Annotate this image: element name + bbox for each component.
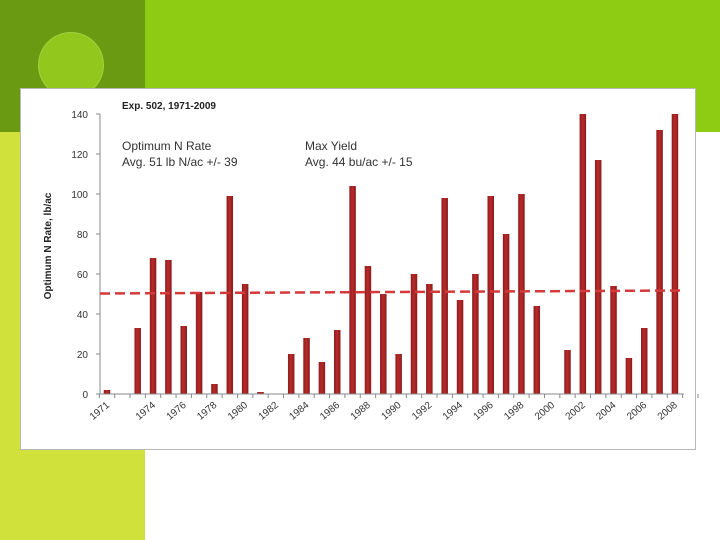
bar-1994 (456, 300, 464, 394)
y-tick-label: 100 (71, 190, 88, 201)
y-tick-label: 0 (82, 390, 88, 401)
bar-2001 (564, 350, 571, 394)
bar-1983 (287, 354, 295, 394)
y-axis-label: Optimum N Rate, lb/ac (43, 192, 54, 299)
x-tick-label: 1974 (134, 400, 158, 423)
x-tick-label: 2000 (533, 400, 557, 423)
bar-1978 (211, 384, 218, 394)
bar-1995 (472, 274, 479, 394)
bar-1984 (303, 338, 310, 394)
annotation-optimum-avg: Avg. 51 lb N/ac +/- 39 (122, 155, 238, 169)
annotation-maxyield-title: Max Yield (305, 139, 357, 153)
bar-1993 (441, 198, 448, 394)
annotation-optimum-title: Optimum N Rate (122, 139, 212, 153)
x-tick-label: 1978 (195, 400, 219, 423)
y-tick-label: 80 (77, 230, 89, 241)
bar-2006 (641, 328, 648, 394)
x-tick-label: 2004 (594, 400, 618, 423)
chart-title: Exp. 502, 1971-2009 (122, 101, 216, 112)
bar-2007 (656, 130, 663, 394)
bar-1986 (334, 330, 341, 394)
x-tick-label: 2006 (625, 400, 649, 423)
bar-1990 (395, 354, 402, 394)
x-tick-label: 1992 (410, 400, 434, 423)
y-tick-label: 20 (77, 350, 89, 361)
bar-1979 (226, 196, 234, 394)
bar-1996 (487, 196, 494, 394)
bar-2003 (594, 160, 602, 394)
y-tick-label: 140 (71, 110, 88, 121)
bar-1981 (257, 392, 264, 394)
bar-1997 (502, 234, 510, 394)
bar-1976 (180, 326, 187, 394)
bar-2004 (610, 286, 617, 394)
x-tick-label: 1996 (472, 400, 496, 423)
bar-1998 (518, 194, 525, 394)
x-tick-label: 1990 (379, 400, 403, 423)
bar-1977 (195, 292, 203, 394)
x-tick-label: 1994 (441, 400, 465, 423)
bar-2002 (579, 114, 587, 394)
bar-1971 (103, 390, 111, 394)
x-tick-label: 1986 (318, 400, 342, 423)
annotation-maxyield-avg: Avg. 44 bu/ac +/- 15 (305, 155, 413, 169)
x-tick-label: 1980 (226, 400, 250, 423)
x-tick-label: 1998 (502, 400, 526, 423)
x-tick-label: 1982 (257, 400, 281, 423)
bar-1974 (149, 258, 157, 394)
x-tick-label: 1984 (287, 400, 311, 423)
decorative-circle (38, 32, 104, 98)
x-tick-label: 1971 (88, 400, 112, 423)
bar-1975 (165, 260, 172, 394)
x-tick-label: 2008 (656, 400, 680, 423)
bar-1989 (380, 294, 387, 394)
x-tick-label: 2002 (564, 400, 588, 423)
x-tick-label: 1988 (349, 400, 373, 423)
bar-1992 (426, 284, 433, 394)
bar-1985 (318, 362, 326, 394)
bar-1980 (241, 284, 249, 394)
x-tick-label: 1976 (165, 400, 189, 423)
bar-2008 (671, 114, 679, 394)
y-tick-label: 120 (71, 150, 88, 161)
bar-1987 (349, 186, 356, 394)
y-tick-label: 60 (77, 270, 89, 281)
bar-1991 (410, 274, 418, 394)
y-tick-label: 40 (77, 310, 89, 321)
bar-1973 (134, 328, 141, 394)
bar-1988 (364, 266, 372, 394)
average-reference-line (99, 289, 685, 295)
bar-1999 (533, 306, 541, 394)
bar-2005 (625, 358, 633, 394)
